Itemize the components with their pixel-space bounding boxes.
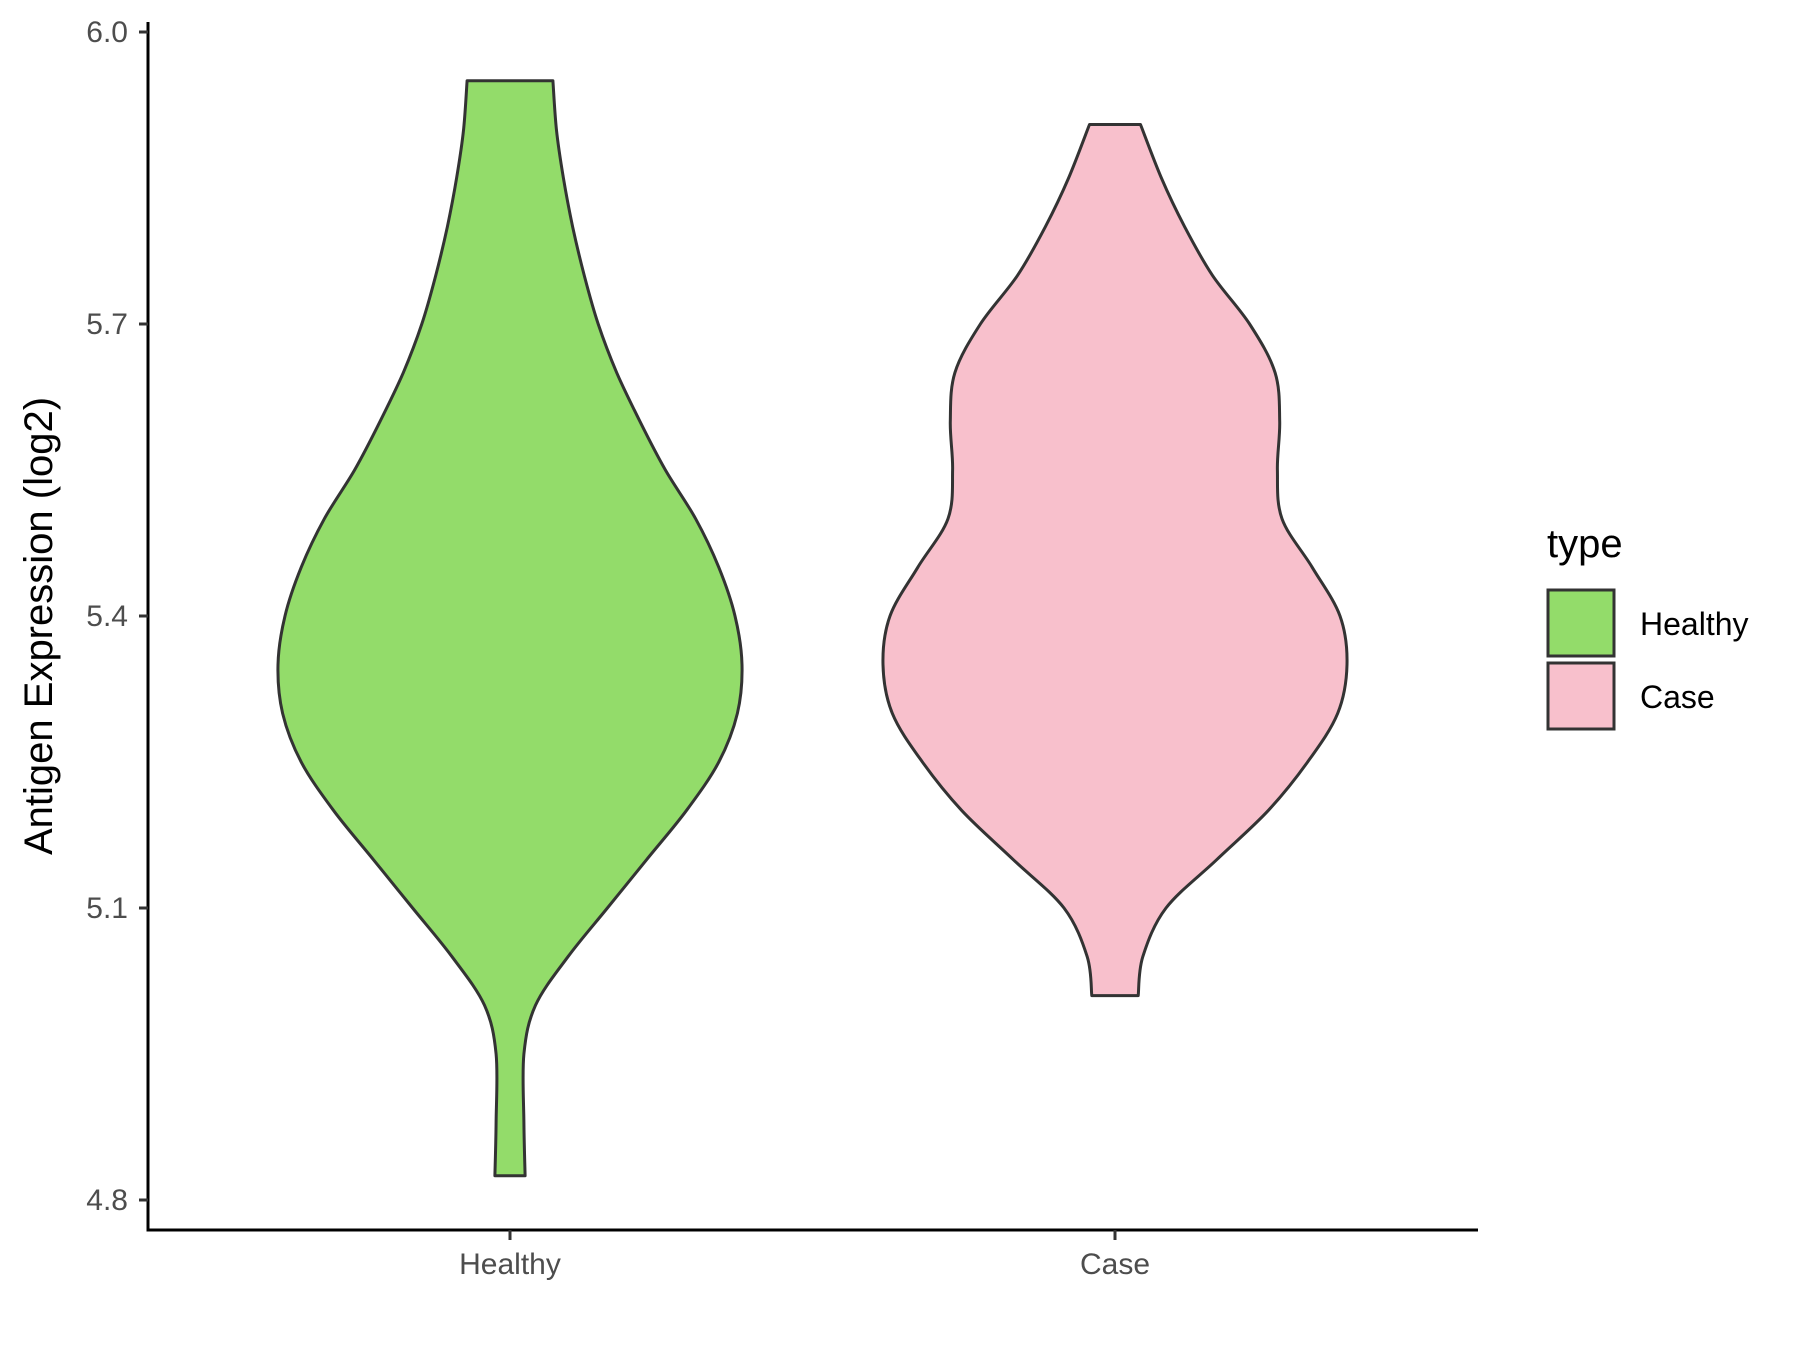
violin-healthy: [276, 79, 744, 1178]
axes-layer: [146, 22, 1478, 1232]
legend-label-healthy: Healthy: [1640, 606, 1749, 642]
legend-title: type: [1547, 522, 1623, 566]
y-tick-label: 4.8: [86, 1184, 128, 1217]
y-tick-label: 5.1: [86, 892, 128, 925]
x-tick-label: Case: [1080, 1248, 1150, 1281]
y-ticks: 4.8 5.1 5.4 5.7 6.0: [86, 16, 148, 1217]
legend-key-healthy: [1546, 588, 1616, 658]
y-axis-title: Antigen Expression (log2): [17, 397, 61, 855]
y-tick-label: 5.7: [86, 308, 128, 341]
x-ticks: Healthy Case: [459, 1230, 1150, 1281]
y-tick-label: 5.4: [86, 600, 128, 633]
legend-key-case: [1546, 661, 1616, 731]
legend-label-case: Case: [1640, 679, 1715, 715]
legend: type Healthy Case: [1546, 522, 1749, 731]
violin-case: [881, 123, 1349, 998]
x-tick-label: Healthy: [459, 1248, 561, 1281]
violins-layer: [276, 79, 1349, 1178]
y-tick-label: 6.0: [86, 16, 128, 49]
